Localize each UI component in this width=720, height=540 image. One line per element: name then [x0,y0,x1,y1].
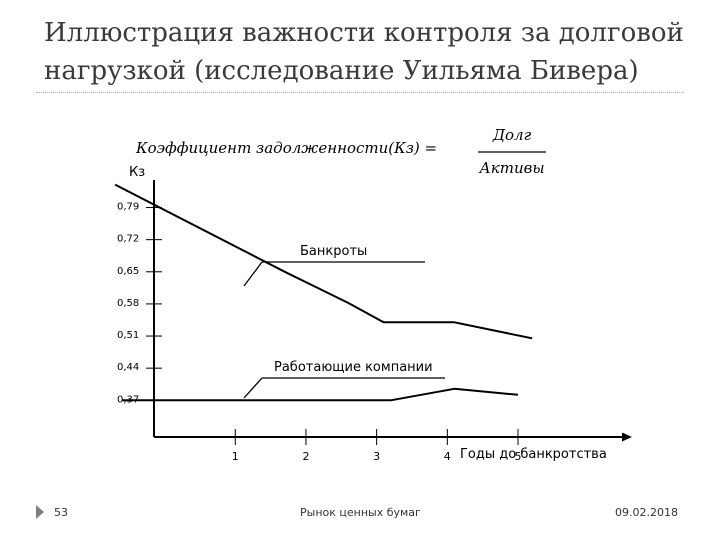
formula-numerator: Долг [492,126,532,144]
x-ticks: 1 2 3 4 5 [232,429,521,463]
y-tick-label: 0,51 [117,330,139,341]
x-axis-arrowhead [622,432,632,442]
x-tick-label: 1 [232,450,239,463]
y-tick-label: 0,58 [117,298,139,309]
bankrupt-leader-line [243,261,263,287]
x-axis-label: Годы до банкротства [460,447,607,462]
nav-arrow-icon[interactable] [36,505,44,519]
title-divider [36,92,684,93]
y-tick-label: 0,65 [117,266,139,277]
operating-series-line [122,387,519,402]
series-lines [114,183,533,402]
y-tick-label: 0,72 [117,234,139,245]
footer-date: 09.02.2018 [615,506,678,519]
formula-denominator: Активы [478,159,544,177]
operating-leader-line [243,377,263,399]
bankrupt-label: Банкроты [300,244,367,259]
y-tick-label: 0,44 [117,362,139,373]
y-tick-label: 0,79 [117,202,139,213]
x-tick-label: 3 [373,450,380,463]
x-tick-label: 2 [302,450,309,463]
footer-title: Рынок ценных бумаг [300,506,421,519]
x-tick-label: 4 [444,450,451,463]
slide-number: 53 [54,506,68,519]
formula-left-text: Коэффициент задолженности(Кз) = [135,139,437,157]
bankrupt-series-line [114,183,533,340]
operating-label: Работающие компании [274,360,433,375]
y-ticks: 0,790,720,650,580,510,440,37 [117,202,162,405]
slide-title: Иллюстрация важности контроля за долгово… [44,18,684,86]
x-tick-label: 5 [514,450,521,463]
y-axis-label: Кз [129,165,145,180]
